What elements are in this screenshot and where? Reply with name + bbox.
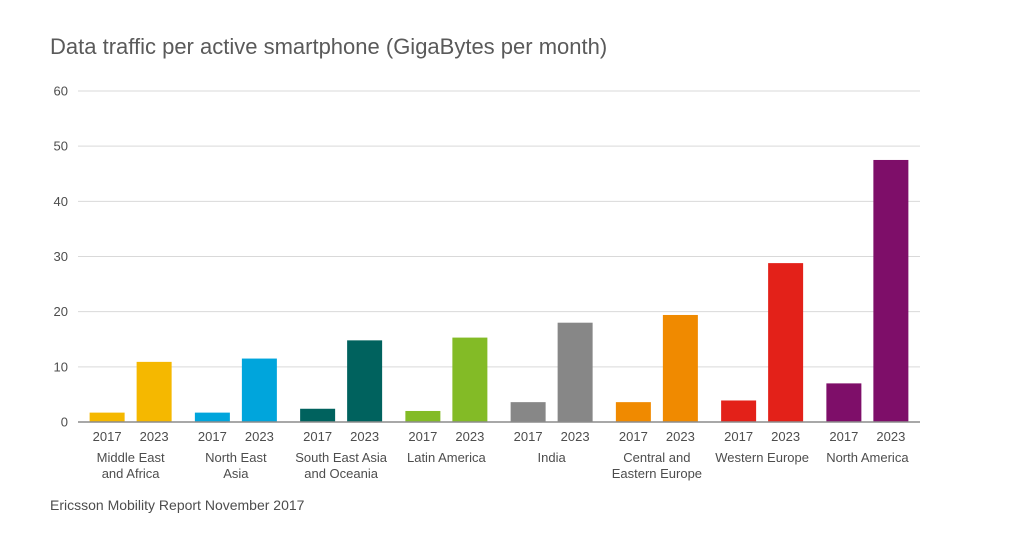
y-axis-ticks: 0 10 20 30 40 50 60	[54, 84, 68, 430]
bar	[768, 263, 804, 422]
category-label: North East	[205, 450, 267, 465]
year-tick-label: 2017	[93, 429, 122, 444]
year-tick-label: 2017	[303, 429, 332, 444]
bar	[510, 402, 546, 422]
bar	[615, 402, 651, 422]
year-tick-label: 2023	[666, 429, 695, 444]
y-tick-label: 60	[54, 84, 68, 99]
year-tick-label: 2017	[514, 429, 543, 444]
category-label: Middle East	[97, 450, 165, 465]
category-label: and Oceania	[304, 466, 378, 481]
year-tick-label: 2023	[771, 429, 800, 444]
category-label: Latin America	[407, 450, 487, 465]
category-label: North America	[826, 450, 909, 465]
category-label: Eastern Europe	[612, 466, 702, 481]
bar	[721, 400, 757, 422]
bar	[826, 383, 862, 422]
year-tick-label: 2017	[408, 429, 437, 444]
year-tick-label: 2023	[561, 429, 590, 444]
year-tick-label: 2023	[140, 429, 169, 444]
year-tick-label: 2023	[876, 429, 905, 444]
year-tick-label: 2023	[455, 429, 484, 444]
bar	[557, 322, 593, 422]
bar	[873, 159, 909, 423]
source-note: Ericsson Mobility Report November 2017	[50, 497, 305, 513]
y-tick-label: 10	[54, 359, 68, 374]
category-label: and Africa	[102, 466, 161, 481]
y-tick-label: 30	[54, 249, 68, 264]
grid-lines	[78, 90, 920, 368]
bar	[194, 412, 230, 422]
bar	[89, 412, 125, 422]
bar	[452, 337, 488, 422]
category-label: Western Europe	[715, 450, 809, 465]
chart-title: Data traffic per active smartphone (Giga…	[50, 34, 608, 59]
y-tick-label: 20	[54, 304, 68, 319]
year-tick-label: 2017	[198, 429, 227, 444]
bar	[300, 408, 336, 422]
bar	[347, 340, 383, 422]
bar	[405, 410, 441, 422]
category-label: India	[538, 450, 567, 465]
category-label: Central and	[623, 450, 690, 465]
year-tick-label: 2023	[350, 429, 379, 444]
y-tick-label: 40	[54, 194, 68, 209]
year-tick-label: 2023	[245, 429, 274, 444]
bars	[89, 159, 909, 423]
bar	[136, 361, 172, 422]
y-tick-label: 0	[61, 415, 68, 430]
bar	[662, 314, 698, 422]
year-tick-label: 2017	[619, 429, 648, 444]
bar	[241, 358, 277, 422]
category-label: South East Asia	[295, 450, 388, 465]
year-tick-label: 2017	[724, 429, 753, 444]
category-label: Asia	[223, 466, 249, 481]
y-tick-label: 50	[54, 139, 68, 154]
year-tick-label: 2017	[829, 429, 858, 444]
